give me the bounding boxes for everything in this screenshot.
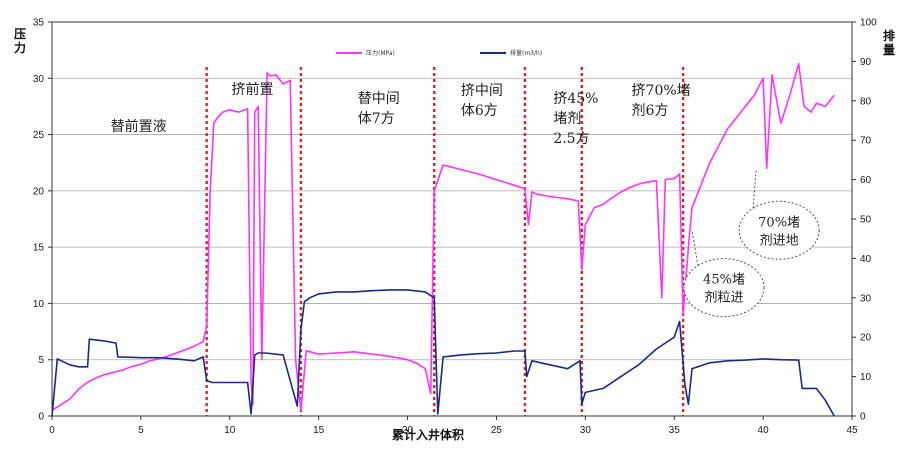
x-tick-label: 0 bbox=[49, 425, 55, 436]
annotation-text: 45%堵剂粒进 bbox=[703, 273, 745, 306]
series-pressure-line bbox=[51, 62, 835, 412]
y-right-tick-label: 100 bbox=[860, 18, 877, 29]
y-left-tick-label: 15 bbox=[33, 243, 45, 254]
series-rate-line bbox=[51, 289, 835, 417]
series-layer bbox=[51, 62, 835, 417]
y-left-tick-label: 0 bbox=[38, 412, 44, 423]
x-tick-label: 40 bbox=[758, 425, 770, 436]
y-right-tick-label: 50 bbox=[860, 215, 872, 226]
stage-label: 挤中间体6方 bbox=[461, 83, 503, 119]
annotation-ellipse bbox=[738, 200, 820, 260]
y-left-tick-label: 10 bbox=[33, 299, 45, 310]
y-left-tick-label: 30 bbox=[33, 74, 45, 85]
y-left-tick-label: 35 bbox=[33, 18, 45, 29]
stage-label: 挤前置 bbox=[232, 81, 274, 98]
annotation-text: 70%堵剂进地 bbox=[758, 215, 800, 248]
x-axis-title: 累计入井体积 bbox=[392, 427, 464, 442]
x-tick-label: 25 bbox=[491, 425, 503, 436]
x-tick-label: 45 bbox=[846, 425, 858, 436]
x-tick-label: 5 bbox=[138, 425, 144, 436]
y-left-tick-label: 25 bbox=[33, 130, 45, 141]
annotation-callout: 45%堵剂粒进 bbox=[683, 230, 765, 318]
legend-label: 压力(MPa) bbox=[366, 49, 395, 57]
x-tick-label: 20 bbox=[402, 425, 414, 436]
x-tick-label: 35 bbox=[669, 425, 681, 436]
y-right-tick-label: 80 bbox=[860, 96, 872, 107]
annotation-ellipse bbox=[683, 258, 765, 318]
y-right-tick-label: 60 bbox=[860, 175, 872, 186]
annotation-callout: 70%堵剂进地 bbox=[738, 170, 820, 260]
y-left-tick-label: 5 bbox=[38, 355, 44, 366]
stage-label: 替前置液 bbox=[111, 118, 167, 135]
y-axis-right-title: 排量 bbox=[883, 28, 895, 57]
y-right-tick-label: 30 bbox=[860, 293, 872, 304]
x-tick-label: 30 bbox=[580, 425, 592, 436]
annotations: 70%堵剂进地 45%堵剂粒进 bbox=[683, 170, 820, 318]
y-right-tick-label: 70 bbox=[860, 136, 872, 147]
annotation-arrow bbox=[691, 230, 699, 266]
stage-label: 替中间体7方 bbox=[358, 91, 400, 127]
y-right-tick-label: 20 bbox=[860, 333, 872, 344]
legend-label: 排量(m3/h) bbox=[510, 49, 542, 57]
y-right-tick-label: 90 bbox=[860, 57, 872, 68]
y-left-tick-label: 20 bbox=[33, 186, 45, 197]
stage-label: 挤45%堵剂 2.5方 bbox=[553, 91, 598, 147]
x-tick-label: 15 bbox=[313, 425, 325, 436]
y-axis-left-title: 压力 bbox=[14, 27, 26, 55]
y-right-tick-label: 40 bbox=[860, 254, 872, 265]
x-tick-label: 10 bbox=[224, 425, 236, 436]
stage-label: 挤70%堵剂6方 bbox=[632, 83, 691, 119]
legend: 压力(MPa) 排量(m3/h) bbox=[336, 49, 542, 57]
y-right-tick-label: 10 bbox=[860, 372, 872, 383]
axis-ticks: 0 5 10 15 20 25 30 35 40 450510152025303501020304… bbox=[33, 18, 877, 437]
y-right-tick-label: 0 bbox=[860, 412, 866, 423]
